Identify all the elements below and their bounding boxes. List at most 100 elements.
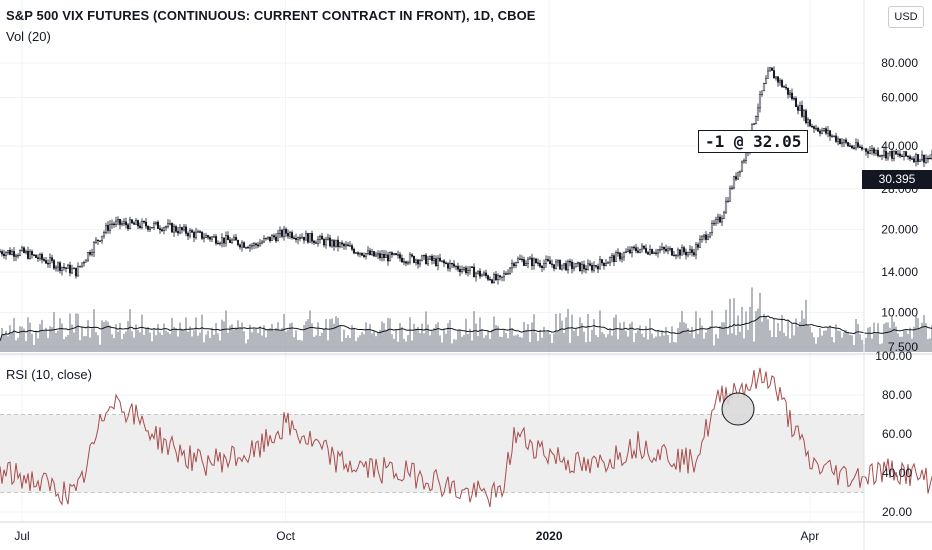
candle-body [866, 151, 870, 154]
volume-bar [395, 329, 397, 352]
candle-body [118, 218, 122, 225]
volume-bar [533, 314, 535, 352]
volume-bar [45, 327, 47, 352]
volume-bar [705, 332, 707, 352]
rsi-tick-label: 40.00 [882, 466, 912, 480]
candle-body [374, 254, 378, 257]
volume-bar [349, 338, 351, 352]
candle-body [306, 233, 310, 243]
volume-bar [587, 314, 589, 352]
volume-bar [427, 324, 429, 352]
price-tick-label: 14.000 [881, 265, 918, 279]
time-tick-label: 2020 [536, 529, 563, 543]
candle-body [390, 252, 394, 255]
volume-bar [475, 323, 477, 352]
candle-body [186, 233, 190, 237]
volume-bar [693, 338, 695, 352]
candle-body [410, 254, 414, 257]
candle-body [510, 263, 514, 269]
candle-body [92, 242, 96, 253]
volume-bar [139, 332, 141, 352]
volume-bar [751, 287, 753, 352]
volume-bar [535, 332, 537, 352]
candle-body [230, 239, 234, 243]
candle-body [772, 70, 776, 79]
candle-body [926, 157, 930, 160]
volume-bar [105, 320, 107, 352]
candle-body [182, 226, 186, 231]
volume-bar [613, 317, 615, 352]
volume-bar [51, 327, 53, 352]
volume-bar [643, 337, 645, 352]
volume-bar [121, 339, 123, 352]
candle-body [610, 255, 614, 258]
volume-bar [203, 342, 205, 352]
volume-bar [425, 311, 427, 352]
candle-body [368, 250, 372, 255]
volume-bar [91, 328, 93, 352]
volume-bar [581, 323, 583, 352]
volume-bar [777, 323, 779, 352]
candle-body [270, 235, 274, 241]
candle-body [914, 154, 918, 163]
candle-body [640, 245, 644, 250]
volume-bar [387, 317, 389, 352]
volume-bar [325, 319, 327, 352]
candle-body [556, 260, 560, 263]
candle-body [488, 279, 492, 281]
volume-bar [233, 329, 235, 352]
candle-body [296, 237, 300, 240]
candle-body [800, 105, 804, 117]
volume-bar [9, 325, 11, 352]
candle-body [124, 221, 128, 226]
volume-bar [827, 328, 829, 352]
candle-body [616, 252, 620, 254]
candle-body [618, 252, 622, 260]
candle-body [240, 242, 244, 248]
volume-bar [99, 344, 101, 352]
volume-bar [333, 323, 335, 352]
volume-bar [353, 327, 355, 352]
candle-body [310, 233, 314, 242]
candle-body [164, 226, 168, 229]
candle-body [730, 187, 734, 190]
price-candles [0, 66, 932, 285]
volume-bar [593, 319, 595, 352]
volume-bar [175, 328, 177, 352]
candle-body [238, 244, 242, 248]
candle-body [292, 237, 296, 239]
candle-body [736, 171, 740, 180]
volume-bar [103, 321, 105, 352]
volume-bar [883, 324, 885, 352]
candle-body [344, 244, 348, 247]
currency-button[interactable]: USD [888, 6, 924, 28]
candle-body [612, 255, 616, 262]
candle-body [360, 252, 364, 256]
candle-body [446, 263, 450, 269]
candle-body [674, 254, 678, 257]
volume-bar [715, 334, 717, 352]
candle-body [530, 257, 534, 266]
candle-body [714, 219, 718, 224]
candle-body [722, 211, 726, 219]
candle-body [872, 148, 876, 154]
volume-bar [571, 314, 573, 352]
candle-body [400, 257, 404, 263]
volume-bar [921, 322, 923, 352]
candle-body [320, 235, 324, 240]
candle-body [402, 261, 406, 263]
volume-bar [583, 331, 585, 352]
volume-bar [267, 329, 269, 352]
candle-body [56, 262, 60, 268]
candle-body [856, 142, 860, 148]
volume-bar [467, 333, 469, 352]
candle-body [224, 235, 228, 244]
candle-body [846, 142, 850, 147]
candle-body [468, 266, 472, 271]
volume-bar [901, 336, 903, 352]
volume-bar [725, 309, 727, 352]
candle-body [294, 238, 298, 240]
volume-bar [89, 337, 91, 352]
candle-body [908, 156, 912, 160]
candle-body [554, 261, 558, 269]
